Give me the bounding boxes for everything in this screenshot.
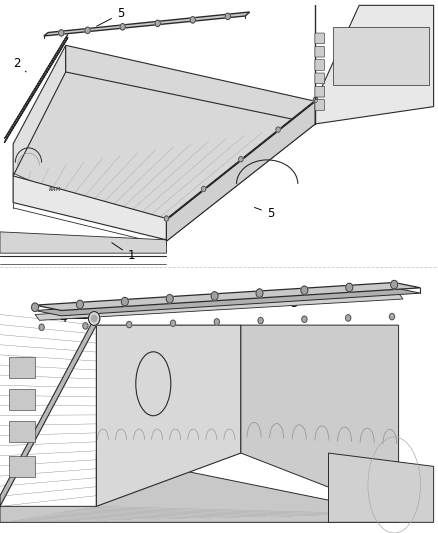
- Text: RAM: RAM: [49, 187, 61, 192]
- Circle shape: [346, 314, 351, 321]
- Circle shape: [127, 321, 132, 328]
- Polygon shape: [0, 453, 399, 522]
- Polygon shape: [333, 27, 429, 85]
- Circle shape: [190, 17, 195, 23]
- Circle shape: [39, 324, 44, 330]
- FancyBboxPatch shape: [315, 100, 325, 110]
- Polygon shape: [0, 314, 96, 506]
- Polygon shape: [35, 282, 420, 310]
- Polygon shape: [4, 35, 68, 139]
- Circle shape: [59, 30, 64, 36]
- Circle shape: [214, 319, 219, 325]
- FancyBboxPatch shape: [315, 60, 325, 70]
- Text: 1: 1: [112, 243, 135, 262]
- Circle shape: [346, 283, 353, 292]
- FancyBboxPatch shape: [315, 73, 325, 84]
- Polygon shape: [35, 293, 403, 320]
- Polygon shape: [166, 99, 318, 220]
- Circle shape: [276, 127, 280, 132]
- Bar: [9, 456, 35, 477]
- Text: 3: 3: [274, 294, 297, 310]
- Circle shape: [170, 320, 176, 326]
- Bar: [9, 389, 35, 410]
- Polygon shape: [166, 101, 315, 241]
- Polygon shape: [13, 62, 315, 241]
- FancyBboxPatch shape: [315, 86, 325, 97]
- Circle shape: [121, 297, 128, 306]
- Polygon shape: [241, 325, 399, 514]
- Polygon shape: [4, 37, 68, 142]
- Polygon shape: [35, 288, 420, 316]
- Circle shape: [201, 186, 206, 191]
- FancyBboxPatch shape: [315, 33, 325, 44]
- Circle shape: [256, 289, 263, 297]
- Circle shape: [120, 23, 125, 30]
- Polygon shape: [315, 5, 434, 124]
- Circle shape: [313, 97, 318, 102]
- Circle shape: [83, 322, 88, 329]
- Text: 4: 4: [60, 312, 92, 325]
- Circle shape: [92, 315, 97, 322]
- Polygon shape: [13, 45, 66, 176]
- Circle shape: [239, 157, 243, 162]
- Bar: [9, 421, 35, 442]
- Polygon shape: [66, 45, 315, 124]
- Circle shape: [211, 292, 218, 300]
- Circle shape: [164, 216, 169, 221]
- Text: 5: 5: [254, 207, 274, 220]
- Text: 5: 5: [97, 7, 124, 26]
- Bar: [9, 357, 35, 378]
- Circle shape: [155, 20, 160, 27]
- Circle shape: [302, 316, 307, 322]
- Circle shape: [88, 311, 100, 325]
- Circle shape: [301, 286, 308, 295]
- Polygon shape: [44, 12, 250, 36]
- Circle shape: [391, 280, 398, 289]
- Polygon shape: [0, 232, 166, 253]
- Circle shape: [225, 13, 230, 20]
- Circle shape: [85, 27, 90, 34]
- FancyBboxPatch shape: [315, 46, 325, 57]
- Text: 2: 2: [13, 58, 26, 72]
- Polygon shape: [96, 325, 241, 506]
- Circle shape: [32, 303, 39, 311]
- Circle shape: [389, 313, 395, 320]
- Circle shape: [76, 300, 83, 309]
- Polygon shape: [328, 453, 434, 522]
- Circle shape: [166, 295, 173, 303]
- Circle shape: [258, 317, 263, 324]
- Polygon shape: [13, 176, 166, 240]
